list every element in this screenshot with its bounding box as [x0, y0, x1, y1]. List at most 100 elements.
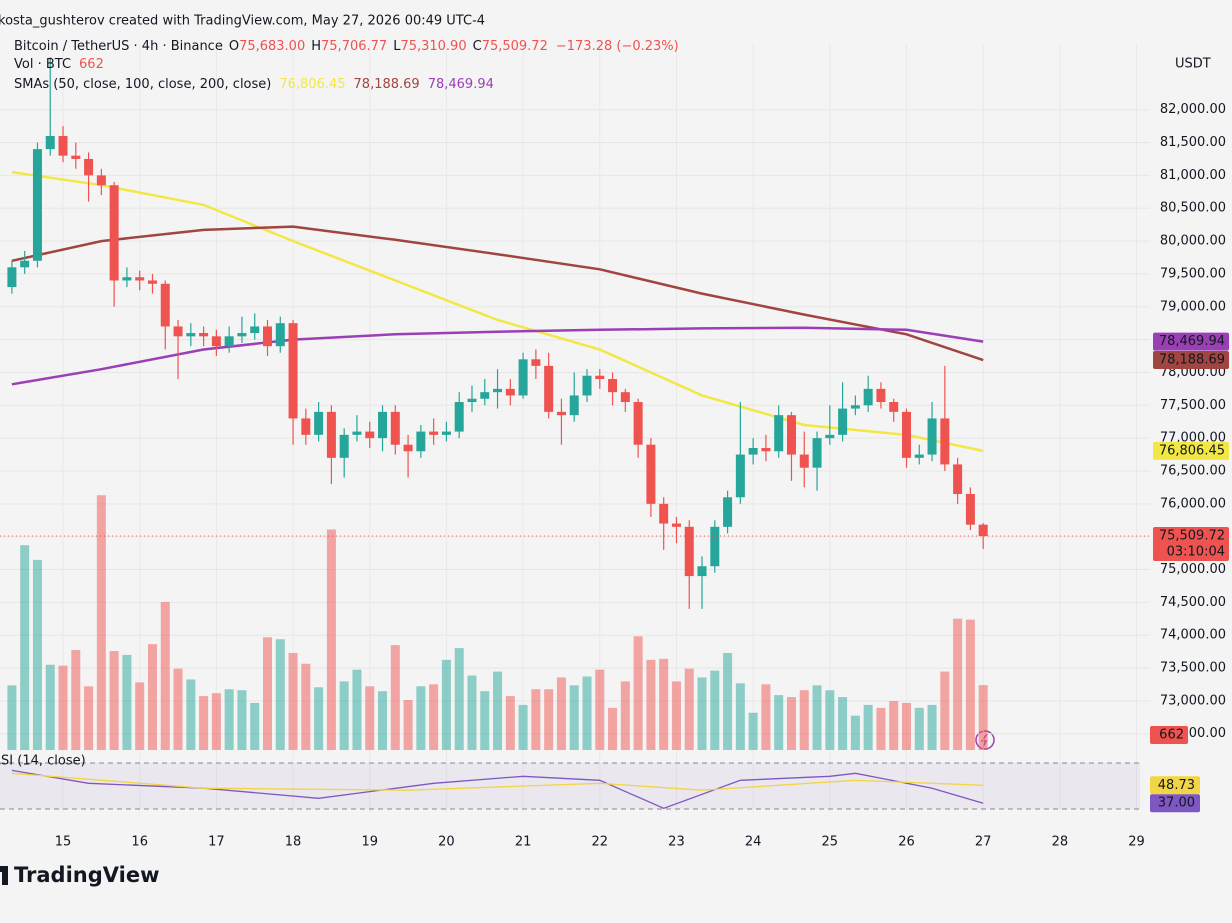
x-tick-label: 26 — [898, 835, 915, 850]
x-tick-label: 29 — [1128, 835, 1145, 850]
volume-bar — [224, 689, 234, 750]
candle-body — [403, 444, 413, 452]
volume-bar — [301, 663, 311, 750]
volume-bar — [812, 685, 822, 750]
candle-body — [326, 411, 336, 458]
header-item: 76,806.45 — [279, 77, 345, 92]
volume-bar — [889, 701, 899, 750]
volume-bar — [237, 690, 247, 750]
volume-bar — [505, 696, 515, 750]
volume-bar — [531, 689, 541, 750]
candle-body — [940, 418, 950, 465]
candle-body — [390, 411, 400, 445]
header-item: H — [311, 39, 321, 54]
candle-body — [211, 336, 221, 347]
volume-bar — [569, 685, 579, 750]
candle-body — [544, 365, 554, 412]
x-tick-label: 25 — [822, 835, 839, 850]
x-tick-label: 23 — [668, 835, 685, 850]
x-tick-label: 21 — [515, 835, 532, 850]
candle-body — [671, 523, 681, 527]
volume-bar — [109, 651, 119, 750]
rsi-line — [11, 772, 984, 791]
volume-bar — [275, 639, 285, 750]
volume-bar — [250, 702, 260, 750]
candle-body — [595, 375, 605, 380]
y-tick-label: 80,000.00 — [1160, 234, 1226, 249]
candle-body — [467, 398, 477, 403]
volume-bar — [441, 659, 451, 750]
candle-body — [109, 185, 119, 281]
y-tick-label: 82,000.00 — [1160, 102, 1226, 117]
x-tick-label: 20 — [438, 835, 455, 850]
volume-bar — [761, 684, 771, 750]
candle-body — [186, 333, 196, 337]
candle-body — [927, 418, 937, 455]
volume-bar — [467, 675, 477, 750]
y-tick-label: 75,000.00 — [1160, 562, 1226, 577]
candle-body — [199, 333, 209, 337]
candle-body — [646, 444, 656, 504]
candle-body — [45, 135, 55, 150]
candle-body — [480, 392, 490, 399]
volume-bar — [774, 695, 784, 750]
volume-bar — [493, 671, 503, 750]
volume-bar — [863, 704, 873, 750]
candle-body — [505, 388, 515, 396]
y-tick-label: 79,000.00 — [1160, 299, 1226, 314]
candle-body — [608, 379, 618, 393]
candle-body — [288, 323, 298, 419]
candle-body — [71, 155, 81, 159]
candle-body — [723, 497, 733, 527]
legend-sma: SMAs (50, close, 100, close, 200, close)… — [14, 77, 494, 92]
candle-body — [493, 388, 503, 393]
volume-bar — [186, 679, 196, 750]
volume-bar — [633, 636, 643, 750]
volume-bar — [582, 676, 592, 750]
axis-unit: USDT — [1175, 57, 1211, 72]
volume-bar — [147, 644, 157, 750]
header-item: C — [473, 39, 482, 54]
price-tag-label: 76,806.45 — [1159, 443, 1225, 458]
header-item: −173.28 (−0.23%) — [556, 39, 679, 54]
candle-body — [838, 408, 848, 435]
candle-body — [889, 402, 899, 412]
price-tag-label: 78,469.94 — [1159, 334, 1225, 349]
x-tick-label: 18 — [285, 835, 302, 850]
candle-body — [237, 333, 247, 337]
credit: kosta_gushterov created with TradingView… — [0, 14, 485, 29]
candle-body — [518, 359, 528, 396]
y-tick-label: 79,500.00 — [1160, 266, 1226, 281]
volume-bar — [135, 682, 145, 750]
candle-body — [799, 454, 809, 468]
candle-body — [825, 434, 835, 439]
candle-body — [429, 431, 439, 435]
header-item: 75,706.77 — [321, 39, 387, 54]
volume-bar — [902, 702, 911, 750]
volume-bar — [786, 697, 796, 750]
candle-body — [275, 323, 285, 347]
candle-body — [876, 388, 886, 403]
x-tick-label: 28 — [1052, 835, 1069, 850]
volume-bar — [850, 715, 860, 750]
volume-bar — [390, 645, 400, 750]
candle-body — [620, 392, 630, 403]
price-tag-label: 75,509.72 — [1159, 529, 1225, 544]
volume-bar — [199, 696, 209, 750]
volume-bar — [365, 686, 375, 750]
candle-body — [761, 447, 771, 452]
volume-bar — [263, 637, 272, 750]
candle-body — [20, 260, 30, 268]
candle-body — [556, 411, 566, 416]
volume-bar — [314, 687, 324, 750]
header-item: O — [229, 39, 239, 54]
volume-bar — [940, 671, 950, 750]
y-tick-label: 77,500.00 — [1160, 398, 1226, 413]
header-item: Vol · BTC — [14, 57, 71, 72]
volume-bar — [953, 618, 963, 750]
volume-bar — [288, 652, 298, 750]
candle-body — [122, 277, 132, 281]
volume-bar — [876, 707, 886, 750]
